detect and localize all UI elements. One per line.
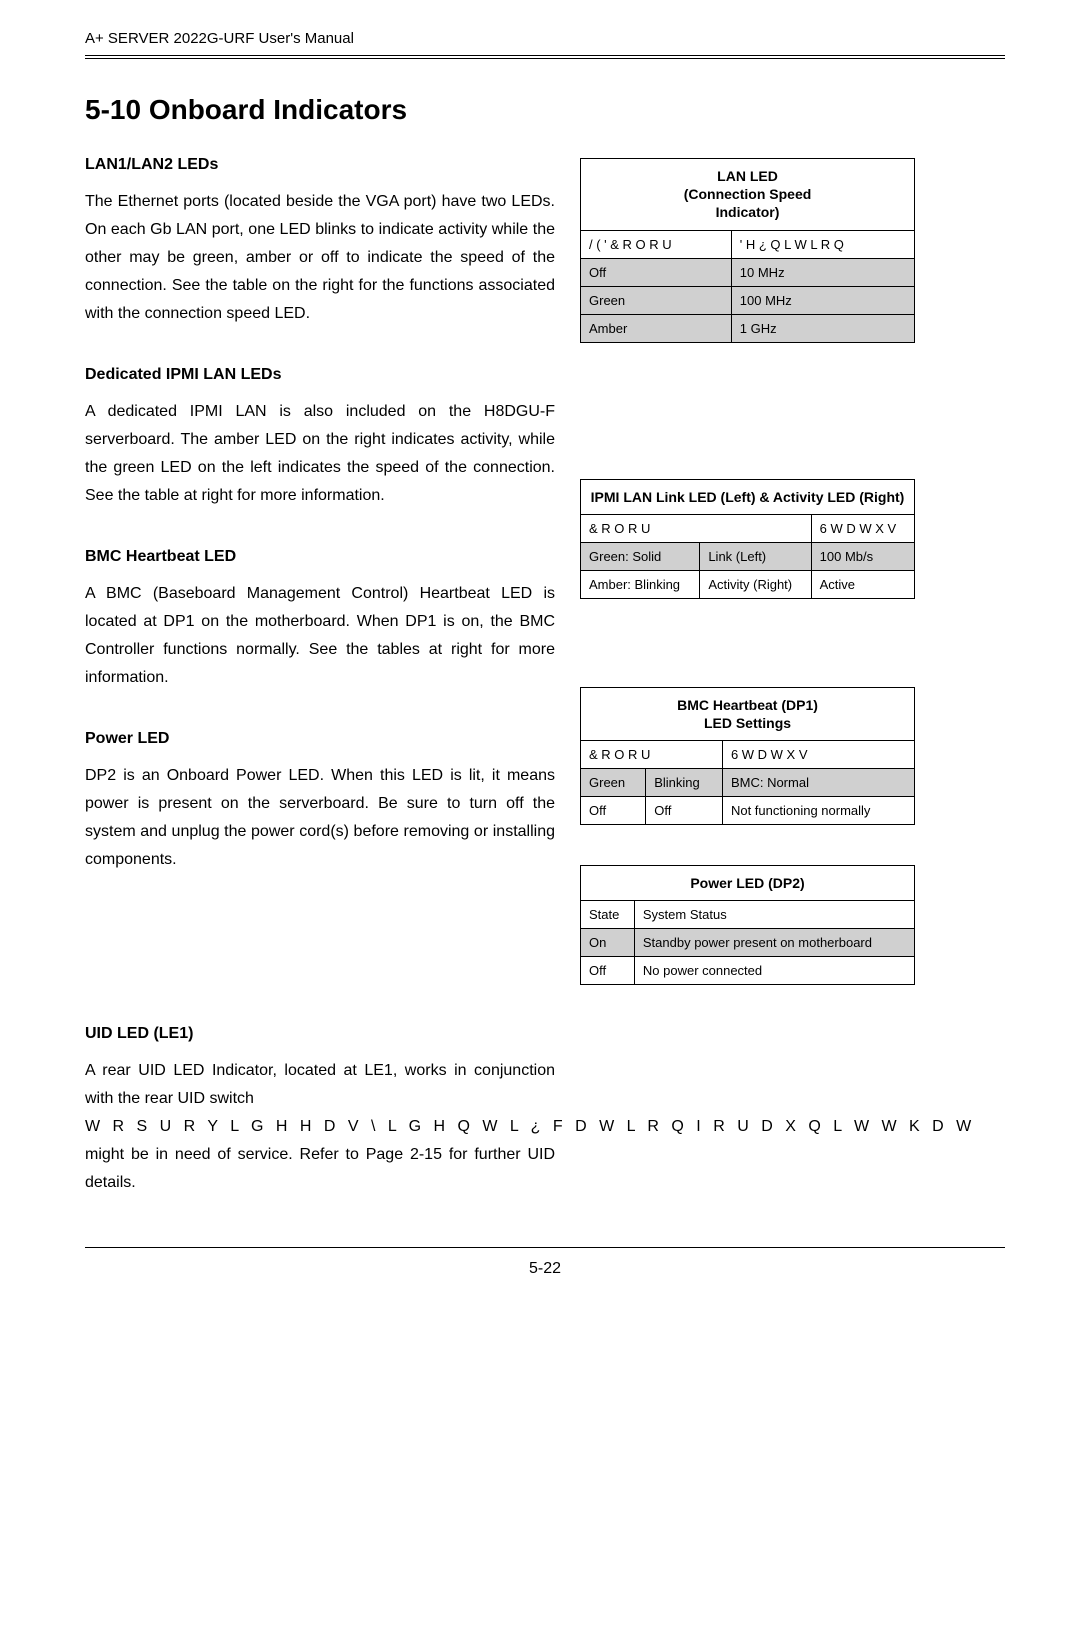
section-ipmi: Dedicated IPMI LAN LEDs A dedicated IPMI… (85, 366, 555, 510)
body-ipmi: A dedicated IPMI LAN is also included on… (85, 398, 555, 510)
table-cell: Green (581, 286, 732, 314)
table-cell: Standby power present on motherboard (634, 929, 914, 957)
table-power-hdr-1: State (581, 901, 635, 929)
table-cell: 100 MHz (731, 286, 914, 314)
section-lan: LAN1/LAN2 LEDs The Ethernet ports (locat… (85, 156, 555, 328)
table-cell: BMC: Normal (722, 769, 914, 797)
right-column: LAN LED(Connection SpeedIndicator) / ( '… (580, 156, 915, 1025)
table-cell: Off (581, 797, 646, 825)
table-cell: Blinking (646, 769, 723, 797)
table-ipmi-hdr-1: & R O R U (581, 514, 812, 542)
table-cell: Off (646, 797, 723, 825)
table-cell: On (581, 929, 635, 957)
main-content: LAN1/LAN2 LEDs The Ethernet ports (locat… (85, 156, 1005, 1025)
table-ipmi-led: IPMI LAN Link LED (Left) & Activity LED … (580, 479, 915, 599)
left-column: LAN1/LAN2 LEDs The Ethernet ports (locat… (85, 156, 555, 1025)
table-bmc-hdr-2: 6 W D W X V (722, 741, 914, 769)
table-cell: Link (Left) (700, 542, 811, 570)
table-cell: Green (581, 769, 646, 797)
table-power-led: Power LED (DP2) State System Status On S… (580, 865, 915, 985)
table-ipmi-caption: IPMI LAN Link LED (Left) & Activity LED … (580, 479, 915, 514)
table-cell: 1 GHz (731, 314, 914, 342)
table-bmc-caption: BMC Heartbeat (DP1)LED Settings (580, 687, 915, 740)
heading-uid: UID LED (LE1) (85, 1025, 555, 1043)
table-cell: No power connected (634, 957, 914, 985)
table-cell: Active (811, 570, 914, 598)
table-lan-caption: LAN LED(Connection SpeedIndicator) (580, 158, 915, 230)
body-uid-overflow: W R S U R Y L G H H D V \ L G H Q W L ¿ … (85, 1113, 1005, 1141)
heading-lan: LAN1/LAN2 LEDs (85, 156, 555, 174)
table-cell: 10 MHz (731, 258, 914, 286)
table-cell: Off (581, 957, 635, 985)
heading-power: Power LED (85, 730, 555, 748)
table-ipmi-hdr-2: 6 W D W X V (811, 514, 914, 542)
manual-header: A+ SERVER 2022G-URF User's Manual (85, 30, 1005, 59)
table-cell: Not functioning normally (722, 797, 914, 825)
heading-bmc: BMC Heartbeat LED (85, 548, 555, 566)
table-bmc-hdr-1: & R O R U (581, 741, 723, 769)
page-title: 5-10 Onboard Indicators (85, 94, 1005, 126)
section-power: Power LED DP2 is an Onboard Power LED. W… (85, 730, 555, 874)
table-lan-hdr-1: / ( ' & R O R U (581, 230, 732, 258)
heading-ipmi: Dedicated IPMI LAN LEDs (85, 366, 555, 384)
section-bmc: BMC Heartbeat LED A BMC (Baseboard Manag… (85, 548, 555, 692)
body-uid-1: A rear UID LED Indicator, located at LE1… (85, 1057, 555, 1113)
table-cell: Green: Solid (581, 542, 700, 570)
table-cell: 100 Mb/s (811, 542, 914, 570)
body-power: DP2 is an Onboard Power LED. When this L… (85, 762, 555, 874)
body-uid-2: might be in need of service. Refer to Pa… (85, 1141, 555, 1197)
table-bmc-led: BMC Heartbeat (DP1)LED Settings & R O R … (580, 687, 915, 825)
table-cell: Amber: Blinking (581, 570, 700, 598)
table-cell: Off (581, 258, 732, 286)
table-power-caption: Power LED (DP2) (580, 865, 915, 900)
table-lan-led: LAN LED(Connection SpeedIndicator) / ( '… (580, 158, 915, 343)
table-lan-hdr-2: ' H ¿ Q L W L R Q (731, 230, 914, 258)
body-lan: The Ethernet ports (located beside the V… (85, 188, 555, 328)
table-power-hdr-2: System Status (634, 901, 914, 929)
table-cell: Activity (Right) (700, 570, 811, 598)
page-number: 5-22 (85, 1247, 1005, 1278)
table-cell: Amber (581, 314, 732, 342)
section-uid: UID LED (LE1) A rear UID LED Indicator, … (85, 1025, 555, 1113)
body-bmc: A BMC (Baseboard Management Control) Hea… (85, 580, 555, 692)
